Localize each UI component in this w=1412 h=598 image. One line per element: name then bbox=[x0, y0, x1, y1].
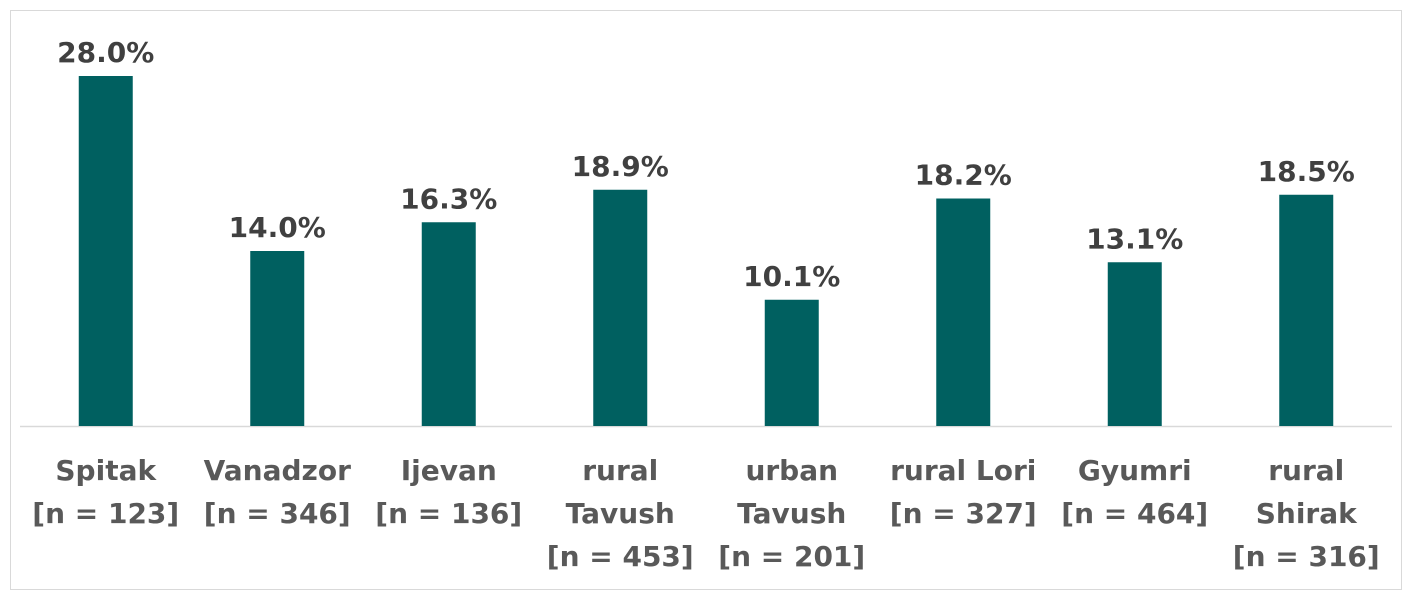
bar-6 bbox=[1107, 262, 1162, 426]
category-label-line: Tavush bbox=[737, 497, 846, 530]
category-label-line: rural Lori bbox=[890, 454, 1036, 487]
category-label-line: urban bbox=[745, 454, 838, 487]
bar-5 bbox=[936, 198, 991, 426]
value-label-4: 10.1% bbox=[743, 260, 840, 293]
category-label-1: Vanadzor [n = 346] bbox=[204, 454, 351, 530]
category-label-5: rural Lori [n = 327] bbox=[890, 454, 1037, 530]
category-label-0: Spitak [n = 123] bbox=[32, 454, 179, 530]
category-label-line: rural bbox=[582, 454, 658, 487]
category-label-line: Tavush bbox=[566, 497, 675, 530]
category-label-line: [n = 123] bbox=[32, 497, 179, 530]
value-label-5: 18.2% bbox=[915, 159, 1012, 192]
chart-frame bbox=[10, 10, 1402, 590]
category-label-line: rural bbox=[1268, 454, 1344, 487]
category-label-line: [n = 316] bbox=[1233, 540, 1380, 573]
bar-0 bbox=[78, 76, 133, 426]
bar-4 bbox=[764, 299, 819, 426]
category-label-line: Spitak bbox=[55, 454, 157, 487]
value-label-1: 14.0% bbox=[229, 211, 326, 244]
category-label-6: Gyumri [n = 464] bbox=[1061, 454, 1208, 530]
category-label-line: Gyumri bbox=[1078, 454, 1192, 487]
category-label-4: urban Tavush [n = 201] bbox=[718, 454, 865, 573]
category-label-7: rural Shirak [n = 316] bbox=[1233, 454, 1380, 573]
bar-7 bbox=[1279, 194, 1334, 426]
category-label-line: [n = 327] bbox=[890, 497, 1037, 530]
category-label-line: [n = 346] bbox=[204, 497, 351, 530]
category-label-3: rural Tavush [n = 453] bbox=[547, 454, 694, 573]
bar-1 bbox=[250, 251, 305, 426]
category-label-line: [n = 453] bbox=[547, 540, 694, 573]
value-label-2: 16.3% bbox=[400, 182, 497, 215]
bar-2 bbox=[421, 222, 476, 426]
category-label-line: Shirak bbox=[1256, 497, 1358, 530]
value-label-0: 28.0% bbox=[57, 36, 154, 69]
value-label-7: 18.5% bbox=[1258, 155, 1355, 188]
category-label-2: Ijevan [n = 136] bbox=[375, 454, 522, 530]
category-label-line: [n = 136] bbox=[375, 497, 522, 530]
category-label-line: Vanadzor bbox=[204, 454, 351, 487]
category-label-line: Ijevan bbox=[401, 454, 497, 487]
category-label-line: [n = 464] bbox=[1061, 497, 1208, 530]
value-label-3: 18.9% bbox=[572, 150, 669, 183]
bar-3 bbox=[593, 189, 648, 426]
value-label-6: 13.1% bbox=[1086, 222, 1183, 255]
category-label-line: [n = 201] bbox=[718, 540, 865, 573]
